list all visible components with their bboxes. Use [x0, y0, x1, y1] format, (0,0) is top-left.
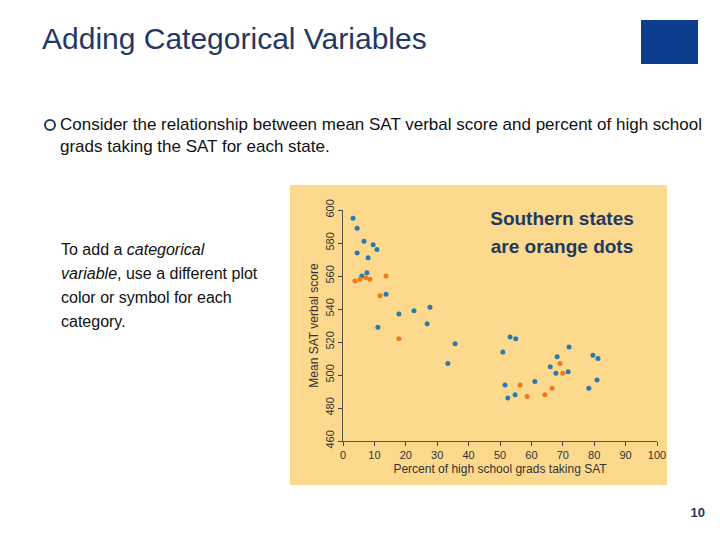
svg-text:560: 560: [324, 265, 336, 283]
svg-text:20: 20: [400, 449, 412, 461]
svg-text:540: 540: [324, 298, 336, 316]
html-text:Southern states are orange dot: Southern states are orange dots: [490, 208, 634, 257]
html-text:Consider the relationship betw: Consider the relationship between mean S…: [60, 115, 702, 156]
svg-text:50: 50: [494, 449, 506, 461]
svg-text:90: 90: [619, 449, 631, 461]
svg-text:10: 10: [368, 449, 380, 461]
svg-text:460: 460: [324, 430, 336, 448]
svg-text:0: 0: [340, 449, 346, 461]
svg-text:80: 80: [588, 449, 600, 461]
html-text:10: 10: [690, 505, 705, 520]
svg-text:30: 30: [431, 449, 443, 461]
html-text:Adding Categorical Variables: Adding Categorical Variables: [42, 22, 427, 55]
svg-text:580: 580: [324, 232, 336, 250]
svg-text:60: 60: [525, 449, 537, 461]
svg-text:480: 480: [324, 397, 336, 415]
svg-text:600: 600: [324, 199, 336, 217]
svg-text:Percent of high school grads t: Percent of high school grads taking SAT: [393, 462, 607, 476]
svg-text:100: 100: [648, 449, 666, 461]
svg-text:Mean SAT verbal score: Mean SAT verbal score: [307, 263, 321, 388]
svg-text:40: 40: [462, 449, 474, 461]
svg-text:70: 70: [557, 449, 569, 461]
html-text:To add a categorical variable,: To add a categorical variable, use a dif…: [61, 241, 258, 330]
svg-text:520: 520: [324, 331, 336, 349]
svg-text:500: 500: [324, 364, 336, 382]
